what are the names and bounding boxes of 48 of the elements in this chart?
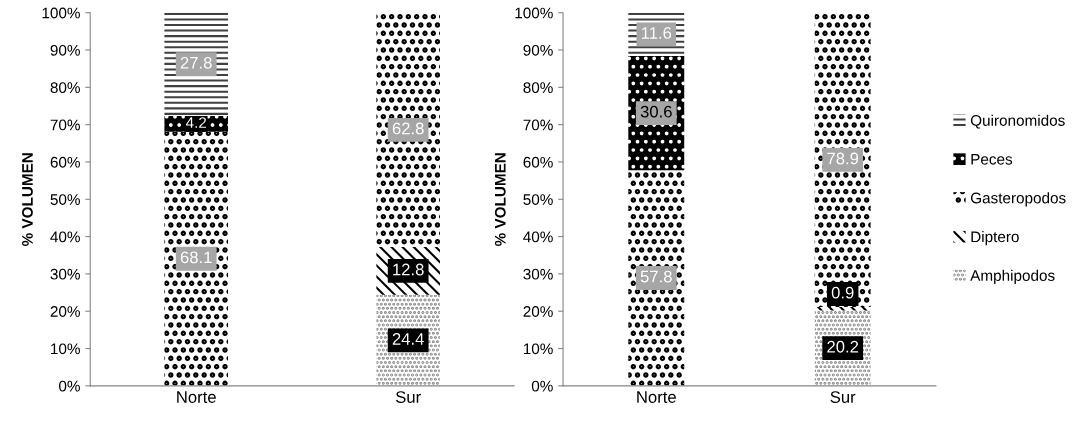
- legend-label: Quironomidos: [970, 114, 1065, 129]
- y-tick-label: 90%: [50, 44, 80, 56]
- y-tick-label: 60%: [523, 156, 553, 168]
- y-tick-label: 90%: [523, 44, 553, 56]
- data-label: 68.1: [180, 251, 212, 264]
- data-label: 0.9: [831, 286, 854, 299]
- y-tick-label: 50%: [50, 194, 80, 205]
- legend-label: Diptero: [971, 230, 1019, 246]
- data-label: 4.2: [185, 117, 207, 128]
- data-label: 12.8: [393, 263, 424, 276]
- y-tick-label: 50%: [523, 194, 553, 205]
- y-tick-label: 10%: [523, 343, 553, 355]
- x-tick-label: Norte: [177, 391, 216, 403]
- y-tick-label: 80%: [50, 82, 80, 94]
- y-tick-label: 70%: [50, 119, 80, 131]
- y-tick-label: 60%: [50, 156, 80, 168]
- bar: [628, 170, 685, 386]
- y-tick-label: 20%: [50, 306, 80, 317]
- data-label: 78.9: [827, 152, 859, 165]
- y-tick-label: 100%: [515, 7, 553, 19]
- data-label: 24.4: [392, 332, 424, 345]
- y-tick-label: 0%: [59, 380, 80, 392]
- bar: [376, 12, 440, 248]
- data-label: 30.6: [640, 105, 672, 118]
- y-tick-label: 70%: [523, 119, 553, 131]
- y-axis-title: % VOLUMEN: [494, 153, 506, 247]
- data-label: 20.2: [827, 340, 859, 353]
- data-label: 27.8: [180, 56, 212, 69]
- data-label: 11.6: [641, 27, 672, 39]
- x-tick-label: Norte: [637, 391, 676, 403]
- x-tick-label: Sur: [830, 391, 856, 403]
- y-tick-label: 20%: [523, 306, 553, 317]
- y-axis-title: % VOLUMEN: [22, 153, 33, 247]
- y-tick-label: 40%: [523, 231, 553, 243]
- y-tick-label: 30%: [523, 268, 553, 280]
- y-tick-label: 80%: [523, 82, 553, 94]
- legend-label: Gasteropodos: [970, 192, 1066, 207]
- legend-label: Peces: [971, 153, 1013, 165]
- data-label: 62.8: [392, 122, 424, 135]
- y-tick-label: 100%: [42, 7, 80, 19]
- bar: [164, 131, 228, 386]
- y-tick-label: 10%: [51, 343, 80, 355]
- y-tick-label: 0%: [531, 380, 553, 392]
- data-label: 57.8: [640, 270, 672, 283]
- legend-label: Amphipodos: [970, 269, 1055, 284]
- x-tick-label: Sur: [395, 391, 421, 403]
- y-tick-label: 40%: [50, 231, 80, 243]
- y-tick-label: 30%: [50, 268, 80, 280]
